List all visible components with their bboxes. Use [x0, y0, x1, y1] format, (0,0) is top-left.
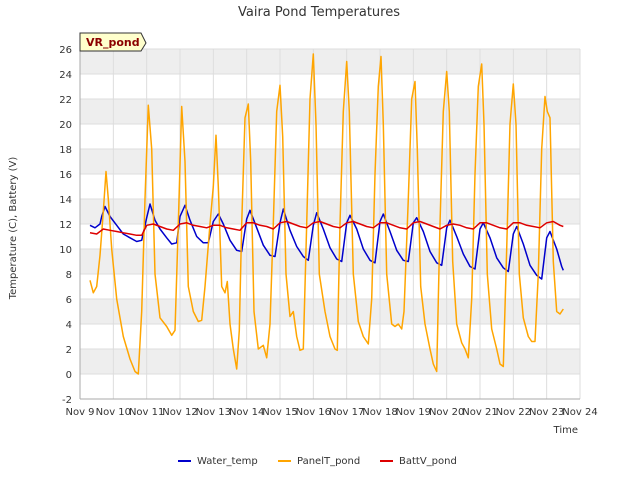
x-tick-label: Nov 12: [162, 407, 197, 418]
plot-background: [80, 49, 580, 374]
legend-label: Water_temp: [197, 456, 258, 467]
y-tick-label: 20: [59, 120, 72, 131]
x-tick-label: Nov 16: [296, 407, 331, 418]
x-tick-label: Nov 15: [262, 407, 297, 418]
legend-item: PanelT_pond: [278, 456, 360, 467]
x-axis-label: Time: [553, 425, 578, 436]
x-tick-label: Nov 9: [65, 407, 94, 418]
y-tick-label: -2: [62, 395, 72, 406]
x-tick-label: Nov 10: [96, 407, 131, 418]
y-axis-label: Temperature (C), Battery (V): [8, 157, 19, 301]
y-tick-label: 26: [59, 45, 72, 56]
series-layer: [89, 53, 564, 375]
axes: [79, 49, 580, 400]
x-tick-label: Nov 22: [496, 407, 531, 418]
chart-title: Vaira Pond Temperatures: [238, 5, 400, 20]
y-tick-label: 8: [66, 270, 72, 281]
x-tick-label: Nov 14: [229, 407, 264, 418]
y-tick-label: 16: [59, 170, 72, 181]
y-tick-label: 22: [59, 95, 72, 106]
plot-band: [80, 299, 580, 324]
site-label-text: VR_pond: [86, 36, 140, 49]
y-tick-label: 24: [59, 70, 72, 81]
x-tick-label: Nov 20: [429, 407, 464, 418]
plot-band: [80, 249, 580, 274]
y-tick-label: 12: [59, 220, 72, 231]
legend: Water_temp PanelT_pond BattV_pond: [178, 456, 457, 467]
x-tick-label: Nov 21: [462, 407, 497, 418]
x-tick-label: Nov 17: [329, 407, 364, 418]
plot-band: [80, 99, 580, 124]
y-tick-label: 10: [59, 245, 72, 256]
grid-lines: [79, 48, 581, 400]
legend-item: BattV_pond: [380, 456, 457, 467]
series-line-panelt-pond: [89, 53, 564, 375]
y-tick-label: 0: [66, 370, 72, 381]
y-tick-label: 18: [59, 145, 72, 156]
x-tick-label: Nov 23: [529, 407, 564, 418]
y-tick-label: 14: [59, 195, 72, 206]
legend-item: Water_temp: [178, 456, 258, 467]
x-tick-label: Nov 11: [129, 407, 164, 418]
legend-label: BattV_pond: [399, 456, 457, 467]
plot-band: [80, 49, 580, 74]
x-tick-label: Nov 19: [396, 407, 431, 418]
y-tick-label: 4: [66, 320, 72, 331]
site-label-badge: VR_pond: [79, 32, 147, 52]
x-tick-label: Nov 18: [362, 407, 397, 418]
y-tick-label: 6: [66, 295, 72, 306]
legend-label: PanelT_pond: [297, 456, 360, 467]
site-label-badge-shape: [79, 32, 147, 52]
series-line-battv-pond: [89, 220, 564, 237]
plot-band: [80, 149, 580, 174]
x-tick-label: Nov 13: [196, 407, 231, 418]
plot-band: [80, 199, 580, 224]
series-line-water-temp: [89, 203, 564, 280]
plot-band: [80, 349, 580, 374]
x-tick-label: Nov 24: [562, 407, 597, 418]
y-tick-label: 2: [66, 345, 72, 356]
